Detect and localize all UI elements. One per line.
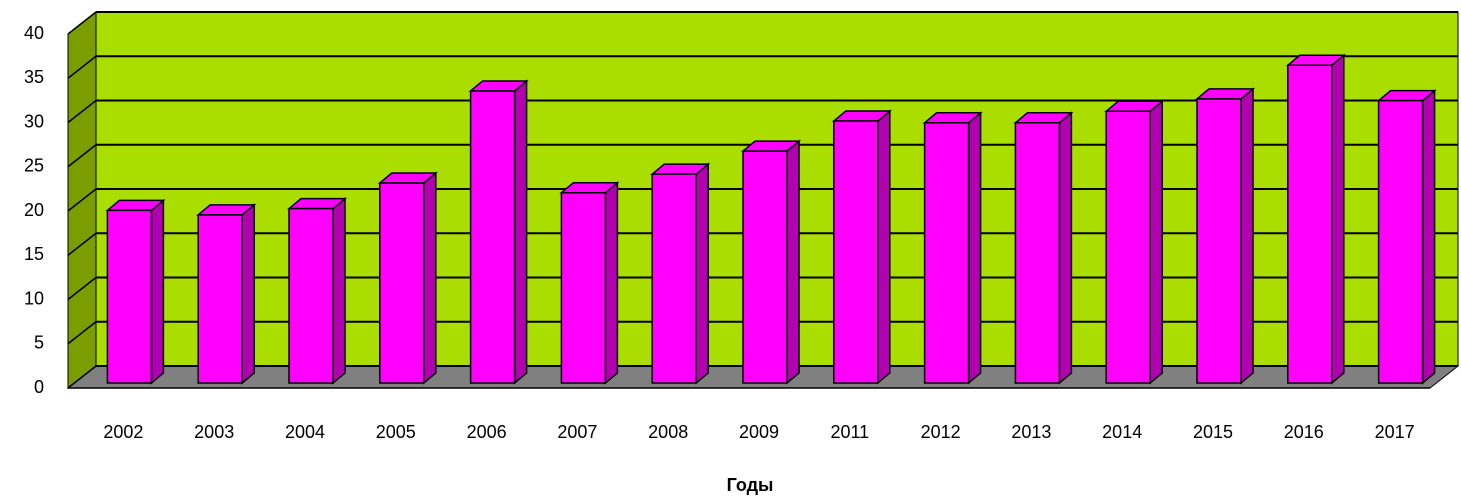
grid-line <box>67 365 97 389</box>
x-tick-label: 2014 <box>1102 422 1142 442</box>
bar-side <box>332 197 346 385</box>
bar-front <box>560 191 607 384</box>
bar-front <box>1196 98 1242 384</box>
bar-front <box>923 122 970 384</box>
bar-side <box>1421 89 1436 385</box>
grid-line <box>67 276 97 301</box>
grid-line <box>67 232 97 256</box>
bar-side <box>1058 111 1073 385</box>
x-tick-label: 2002 <box>103 422 143 442</box>
bar <box>740 139 802 385</box>
grid-line <box>67 321 97 345</box>
y-tick-label: 5 <box>34 333 44 353</box>
x-tick-label: 2016 <box>1284 422 1324 442</box>
bar-side <box>1331 53 1345 385</box>
bar <box>196 203 257 385</box>
bar-front <box>833 120 879 384</box>
bar-front <box>197 214 243 384</box>
bar-front <box>1287 64 1333 384</box>
bar <box>105 198 166 385</box>
y-tick-label: 20 <box>24 200 44 220</box>
bar-front <box>106 209 153 384</box>
bar <box>1194 87 1256 385</box>
bar <box>1013 111 1074 385</box>
bar-front <box>469 90 516 384</box>
bar-side <box>967 111 982 385</box>
x-tick-label: 2011 <box>830 422 869 442</box>
bar <box>1104 99 1165 385</box>
grid-line <box>67 144 97 168</box>
bar-front <box>288 207 334 384</box>
x-tick-label: 2015 <box>1193 422 1233 442</box>
y-tick-label: 10 <box>24 288 44 308</box>
y-tick-label: 30 <box>24 111 44 131</box>
bar-front <box>1014 122 1061 384</box>
bar-side <box>1240 87 1254 385</box>
grid-line <box>67 188 97 212</box>
bar-side <box>604 181 619 385</box>
bar <box>831 109 892 385</box>
x-tick-label: 2003 <box>194 422 234 442</box>
x-tick-label: 2013 <box>1011 422 1051 442</box>
bar <box>559 181 620 385</box>
x-axis-title: Годы <box>727 475 774 495</box>
bar-front <box>651 173 697 384</box>
bar <box>1285 53 1346 385</box>
bar-front <box>1377 99 1424 384</box>
x-tick-label: 2007 <box>557 422 597 442</box>
bar <box>1376 89 1437 385</box>
bar-side <box>150 198 165 385</box>
bar-front <box>742 150 788 384</box>
grid-line <box>67 11 97 35</box>
x-tick-label: 2006 <box>467 422 507 442</box>
x-tick-label: 2005 <box>376 422 416 442</box>
bar-side <box>877 109 891 385</box>
bar-side <box>786 139 800 385</box>
bar <box>377 171 438 385</box>
bar-side <box>513 79 528 385</box>
x-tick-label: 2008 <box>648 422 688 442</box>
bar-side <box>241 203 255 385</box>
bar <box>922 111 983 385</box>
y-tick-label: 40 <box>24 23 44 43</box>
y-tick-label: 25 <box>24 156 44 176</box>
y-tick-label: 0 <box>34 377 44 397</box>
grid-line <box>67 55 97 79</box>
bar-side <box>695 162 709 385</box>
y-tick-label: 35 <box>24 67 44 87</box>
x-tick-label: 2004 <box>285 422 325 442</box>
bar-side <box>1149 99 1163 385</box>
y-tick-label: 15 <box>24 244 44 264</box>
x-tick-label: 2009 <box>739 422 779 442</box>
bar-front <box>1105 110 1151 384</box>
bar-side <box>423 171 437 385</box>
bar-front <box>379 182 425 384</box>
x-tick-label: 2017 <box>1375 422 1415 442</box>
x-tick-label: 2012 <box>921 422 961 442</box>
grid-line <box>67 99 97 124</box>
bar <box>468 79 529 385</box>
bar <box>286 197 348 385</box>
bar <box>650 162 711 385</box>
